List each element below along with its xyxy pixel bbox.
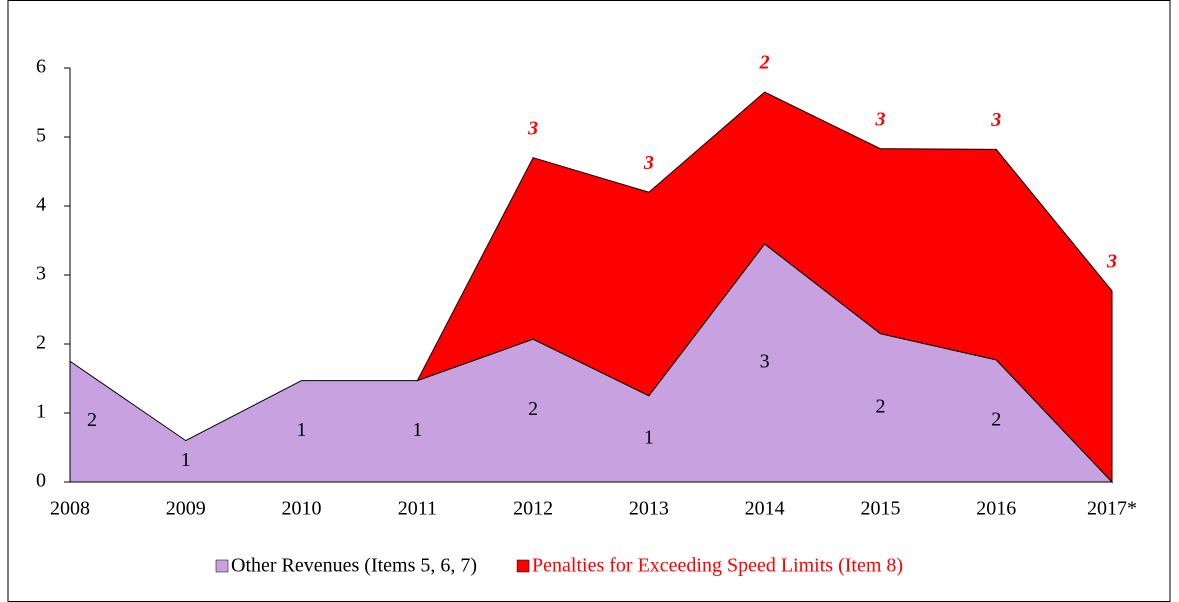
x-tick-label: 2010: [282, 498, 322, 520]
x-tick-label: 2015: [860, 498, 900, 520]
y-tick-label: 4: [36, 194, 46, 216]
data-label: 1: [412, 419, 422, 441]
data-label: 2: [991, 409, 1001, 431]
x-tick-label: 2009: [166, 498, 206, 520]
data-label: 2: [528, 398, 538, 420]
y-tick-label: 6: [36, 56, 46, 78]
y-tick-label: 2: [36, 332, 46, 354]
legend-swatch: [215, 559, 229, 573]
data-label: 3: [990, 109, 1001, 131]
legend-label: Penalties for Exceeding Speed Limits (It…: [532, 555, 903, 577]
y-tick-label: 1: [36, 401, 46, 423]
data-label: 3: [1106, 250, 1117, 272]
x-tick-label: 2012: [513, 498, 553, 520]
legend-swatch: [516, 559, 530, 573]
x-tick-label: 2013: [629, 498, 669, 520]
area: [416, 91, 1113, 484]
x-tick-label: 2008: [50, 498, 90, 520]
data-label: 3: [760, 351, 770, 373]
data-label: 1: [181, 449, 191, 471]
x-tick-label: 2017*: [1087, 498, 1137, 520]
legend-label: Other Revenues (Items 5, 6, 7): [231, 555, 477, 577]
x-tick-label: 2011: [398, 498, 437, 520]
data-label: 1: [644, 426, 654, 448]
data-label: 3: [643, 152, 654, 174]
data-label: 1: [297, 419, 307, 441]
y-tick-label: 5: [36, 125, 46, 147]
data-label: 2: [759, 52, 770, 74]
x-tick-label: 2014: [745, 498, 785, 520]
x-tick-label: 2016: [976, 498, 1016, 520]
data-label: 2: [87, 409, 97, 431]
y-tick-label: 0: [36, 470, 46, 492]
data-label: 2: [875, 395, 885, 417]
data-label: 3: [527, 117, 538, 139]
y-tick-label: 3: [36, 263, 46, 285]
data-label: 3: [874, 108, 885, 130]
